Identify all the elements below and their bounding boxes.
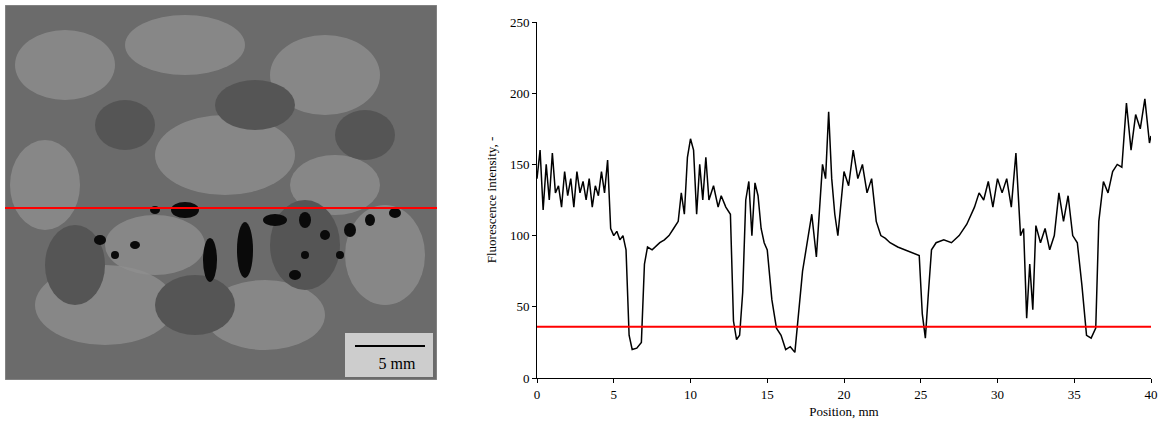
svg-text:25: 25: [914, 387, 927, 402]
svg-text:5: 5: [611, 387, 618, 402]
svg-text:15: 15: [761, 387, 774, 402]
svg-text:Position, mm: Position, mm: [809, 404, 878, 419]
svg-text:35: 35: [1068, 387, 1081, 402]
svg-text:0: 0: [534, 387, 541, 402]
svg-text:30: 30: [991, 387, 1004, 402]
svg-text:40: 40: [1145, 387, 1158, 402]
svg-text:50: 50: [516, 299, 529, 314]
svg-text:150: 150: [510, 157, 530, 172]
svg-text:20: 20: [838, 387, 851, 402]
svg-text:100: 100: [510, 228, 530, 243]
svg-text:200: 200: [510, 86, 530, 101]
svg-text:10: 10: [684, 387, 697, 402]
svg-text:5 mm: 5 mm: [379, 355, 416, 372]
svg-text:250: 250: [510, 15, 530, 30]
svg-text:0: 0: [523, 371, 530, 386]
svg-text:Fluorescence intensity, -: Fluorescence intensity, -: [484, 137, 499, 264]
